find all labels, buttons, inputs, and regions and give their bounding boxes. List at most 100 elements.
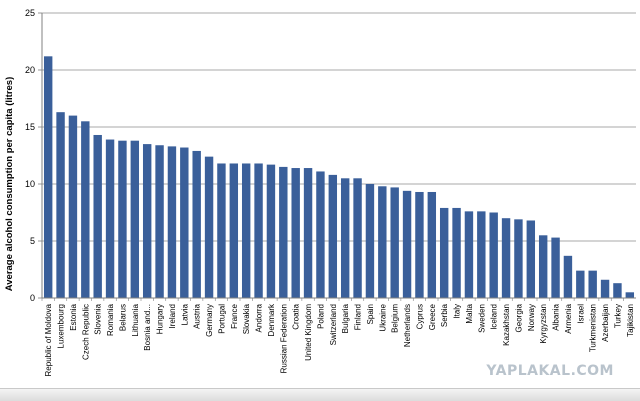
category-label: Republic of Moldova bbox=[44, 303, 53, 376]
bar bbox=[241, 163, 251, 298]
bar bbox=[452, 207, 461, 298]
category-label: Kazakhstan bbox=[502, 304, 511, 346]
category-label: Andorra bbox=[255, 303, 264, 332]
bar bbox=[303, 168, 313, 298]
category-label: Denmark bbox=[267, 303, 276, 336]
category-label: Bulgaria bbox=[341, 303, 350, 333]
bar bbox=[291, 168, 300, 298]
bar bbox=[266, 164, 276, 298]
bar bbox=[600, 279, 610, 298]
category-label: Norway bbox=[527, 304, 536, 331]
bar bbox=[81, 121, 90, 298]
category-label: United Kingdom bbox=[304, 304, 313, 361]
bar bbox=[340, 178, 350, 298]
bar bbox=[105, 139, 115, 298]
category-label: Austria bbox=[193, 303, 202, 328]
category-label: Finland bbox=[354, 304, 363, 330]
bar bbox=[68, 115, 78, 298]
bar bbox=[167, 146, 177, 298]
category-label: Armenia bbox=[564, 303, 573, 333]
category-label: Lithuania bbox=[131, 303, 140, 336]
category-label: Slovakia bbox=[242, 303, 251, 334]
bar bbox=[538, 235, 548, 298]
category-label: Germany bbox=[205, 304, 214, 337]
bar bbox=[613, 283, 622, 298]
bar bbox=[551, 237, 560, 298]
bar bbox=[514, 219, 523, 298]
category-label: Tajikistan bbox=[626, 304, 635, 337]
y-tick-label: 10 bbox=[25, 179, 35, 189]
bar bbox=[390, 187, 399, 298]
viewer-bottom-bar bbox=[0, 388, 640, 401]
category-label: Belgium bbox=[391, 304, 400, 333]
category-label: Portugal bbox=[217, 304, 226, 334]
category-label: France bbox=[230, 303, 239, 328]
bar bbox=[526, 220, 536, 298]
bar bbox=[439, 207, 449, 298]
gridlines bbox=[42, 12, 636, 242]
bar bbox=[353, 178, 362, 298]
y-axis-title: Average alcohol consumption per capita (… bbox=[4, 77, 15, 292]
bar bbox=[204, 156, 214, 298]
bar bbox=[118, 140, 127, 298]
bar bbox=[316, 171, 325, 298]
category-label: Slovenia bbox=[94, 303, 103, 334]
category-label: Ireland bbox=[168, 304, 177, 328]
bar bbox=[192, 150, 201, 298]
bar bbox=[402, 190, 412, 298]
category-label: Turkey bbox=[613, 304, 622, 328]
bar bbox=[427, 191, 437, 298]
bar bbox=[464, 211, 474, 298]
bar bbox=[217, 163, 226, 298]
category-label: Malta bbox=[465, 303, 474, 323]
bar bbox=[576, 270, 585, 298]
category-label: Greece bbox=[428, 303, 437, 330]
category-label: Croatia bbox=[292, 303, 301, 329]
category-label: Latvia bbox=[180, 303, 189, 325]
category-label: Switzerland bbox=[329, 304, 338, 345]
category-label: Spain bbox=[366, 304, 375, 324]
bar bbox=[56, 112, 65, 299]
category-label: Netherlands bbox=[403, 304, 412, 347]
bar bbox=[142, 144, 152, 298]
category-label: Georgia bbox=[514, 303, 523, 332]
y-tick-label: 0 bbox=[30, 293, 35, 303]
y-tick-label: 20 bbox=[25, 65, 35, 75]
bar bbox=[588, 270, 597, 298]
bar bbox=[378, 186, 387, 298]
bar bbox=[625, 292, 635, 298]
bar bbox=[130, 140, 140, 298]
bar bbox=[328, 174, 338, 298]
category-label: Sweden bbox=[477, 304, 486, 333]
category-label: Iceland bbox=[490, 304, 499, 330]
axes bbox=[38, 12, 636, 301]
category-label: Italy bbox=[453, 304, 462, 319]
category-label: Romania bbox=[106, 303, 115, 336]
category-label: Ukraine bbox=[378, 303, 387, 331]
category-label: Hungary bbox=[156, 304, 165, 334]
bar bbox=[501, 218, 511, 298]
bar bbox=[229, 163, 239, 298]
category-label: Poland bbox=[316, 304, 325, 329]
bar bbox=[489, 212, 498, 298]
bars bbox=[43, 56, 635, 299]
watermark-logo: YAPLAKAL.COM bbox=[486, 363, 614, 379]
bar bbox=[563, 255, 573, 298]
category-label: Israel bbox=[576, 304, 585, 324]
bar bbox=[415, 191, 424, 298]
category-label: Luxembourg bbox=[57, 304, 66, 348]
bar bbox=[93, 134, 102, 298]
y-tick-label: 15 bbox=[25, 122, 35, 132]
bar bbox=[279, 166, 288, 298]
bar bbox=[155, 145, 164, 298]
category-label: Belarus bbox=[118, 304, 127, 331]
category-label: Cyprus bbox=[415, 304, 424, 329]
category-label: Azerbaijan bbox=[601, 304, 610, 342]
y-tick-label: 5 bbox=[30, 236, 35, 246]
labels: 0 5 10 15 20 25 Republic of Moldova Luxembourg E… bbox=[25, 8, 635, 376]
bar bbox=[365, 184, 375, 298]
bar bbox=[254, 163, 263, 298]
category-label: Russian Federation bbox=[279, 304, 288, 373]
